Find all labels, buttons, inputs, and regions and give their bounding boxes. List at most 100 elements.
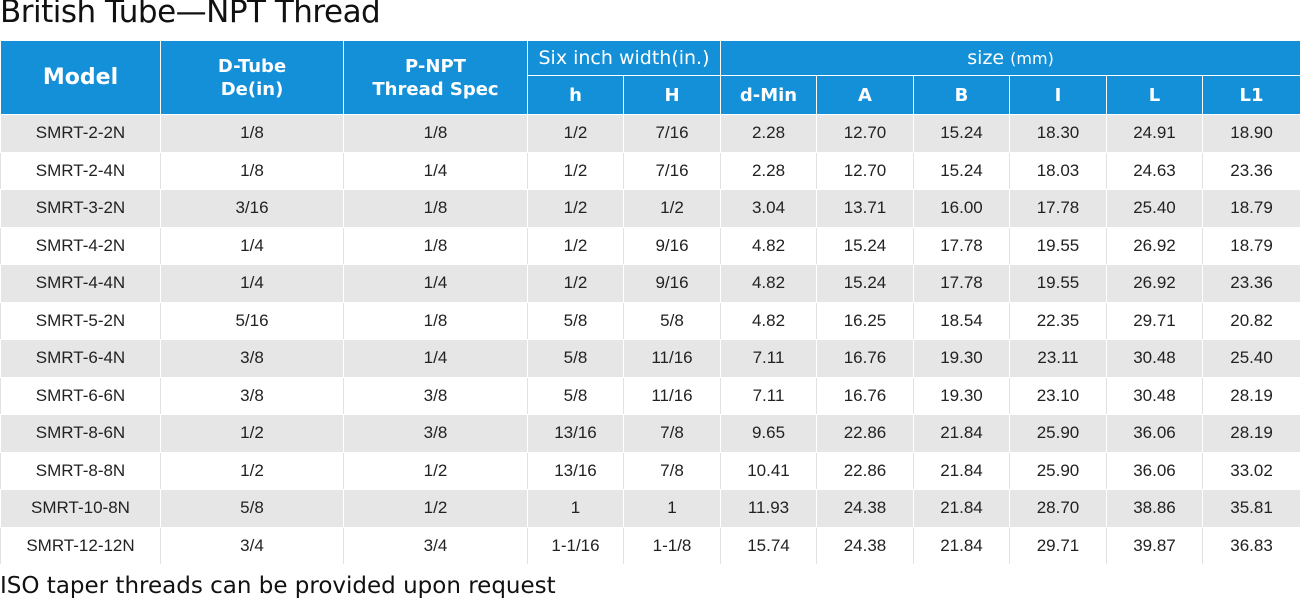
cell-a: 22.86 xyxy=(816,414,914,453)
cell-i: 25.90 xyxy=(1009,414,1107,453)
header-d-tube-line2: De(in) xyxy=(220,78,284,100)
cell-d-tube: 3/8 xyxy=(160,339,344,378)
cell-b: 18.54 xyxy=(913,301,1010,340)
table-row: SMRT-4-2N 1/4 1/8 1/2 9/16 4.82 15.24 17.78 19.5… xyxy=(0,226,1300,265)
cell-a: 12.70 xyxy=(816,114,914,153)
cell-a: 22.86 xyxy=(816,451,914,490)
header-d-tube-line1: D-Tube xyxy=(217,55,287,77)
cell-a: 16.76 xyxy=(816,339,914,378)
cell-d-min: 4.82 xyxy=(720,301,817,340)
cell-d-tube: 1/4 xyxy=(160,226,344,265)
header-p-npt-line1: P-NPT xyxy=(405,55,466,77)
cell-i: 29.71 xyxy=(1009,526,1107,565)
cell-d-min: 4.82 xyxy=(720,226,817,265)
cell-h-large: 7/16 xyxy=(623,114,721,153)
header-p-npt: P-NPT Thread Spec xyxy=(343,40,528,115)
cell-l: 36.06 xyxy=(1106,451,1203,490)
cell-d-tube: 1/4 xyxy=(160,264,344,303)
cell-a: 24.38 xyxy=(816,489,914,528)
cell-p-npt: 1/2 xyxy=(343,489,528,528)
cell-i: 19.55 xyxy=(1009,264,1107,303)
cell-l1: 36.83 xyxy=(1201,526,1300,565)
table-row: SMRT-4-4N 1/4 1/4 1/2 9/16 4.82 15.24 17.78 19.5… xyxy=(0,264,1300,303)
cell-l1: 28.19 xyxy=(1201,376,1300,415)
cell-p-npt: 1/8 xyxy=(343,114,528,153)
cell-d-min: 2.28 xyxy=(720,114,817,153)
header-size: size (mm) xyxy=(719,40,1300,76)
table-row: SMRT-10-8N 5/8 1/2 1 1 11.93 24.38 21.84 28.70 38… xyxy=(0,489,1300,528)
cell-model: SMRT-8-6N xyxy=(0,414,161,453)
cell-l1: 35.81 xyxy=(1201,489,1300,528)
header-col-h-large: H xyxy=(623,75,721,115)
cell-d-min: 7.11 xyxy=(720,339,817,378)
table-row: SMRT-8-8N 1/2 1/2 13/16 7/8 10.41 22.86 21.84 25… xyxy=(0,451,1300,490)
cell-l1: 23.36 xyxy=(1201,151,1300,190)
header-size-label: size xyxy=(967,47,1005,69)
table-body: SMRT-2-2N 1/8 1/8 1/2 7/16 2.28 12.70 15.24 18.3… xyxy=(0,114,1300,565)
cell-model: SMRT-4-2N xyxy=(0,226,161,265)
cell-l: 24.91 xyxy=(1106,114,1203,153)
table-row: SMRT-2-2N 1/8 1/8 1/2 7/16 2.28 12.70 15.24 18.3… xyxy=(0,114,1300,153)
cell-l: 36.06 xyxy=(1106,414,1203,453)
cell-a: 16.76 xyxy=(816,376,914,415)
cell-l: 38.86 xyxy=(1106,489,1203,528)
cell-d-tube: 1/2 xyxy=(160,414,344,453)
header-col-a: A xyxy=(816,75,914,115)
cell-model: SMRT-5-2N xyxy=(0,301,161,340)
cell-l: 24.63 xyxy=(1106,151,1203,190)
table-row: SMRT-2-4N 1/8 1/4 1/2 7/16 2.28 12.70 15.24 18.0… xyxy=(0,151,1300,190)
cell-b: 15.24 xyxy=(913,114,1010,153)
cell-h-small: 5/8 xyxy=(527,339,624,378)
header-col-i: I xyxy=(1009,75,1107,115)
header-col-b: B xyxy=(913,75,1010,115)
cell-d-tube: 1/8 xyxy=(160,114,344,153)
cell-l: 30.48 xyxy=(1106,339,1203,378)
cell-d-min: 2.28 xyxy=(720,151,817,190)
cell-h-large: 5/8 xyxy=(623,301,721,340)
cell-l: 26.92 xyxy=(1106,226,1203,265)
cell-h-large: 1 xyxy=(623,489,721,528)
cell-h-large: 7/8 xyxy=(623,414,721,453)
cell-i: 25.90 xyxy=(1009,451,1107,490)
cell-p-npt: 1/4 xyxy=(343,339,528,378)
header-col-l1: L1 xyxy=(1201,75,1300,115)
cell-a: 24.38 xyxy=(816,526,914,565)
header-col-l: L xyxy=(1106,75,1203,115)
cell-model: SMRT-6-4N xyxy=(0,339,161,378)
cell-i: 19.55 xyxy=(1009,226,1107,265)
cell-b: 15.24 xyxy=(913,151,1010,190)
cell-p-npt: 1/4 xyxy=(343,151,528,190)
cell-model: SMRT-12-12N xyxy=(0,526,161,565)
cell-model: SMRT-10-8N xyxy=(0,489,161,528)
cell-d-min: 3.04 xyxy=(720,189,817,228)
cell-l1: 18.79 xyxy=(1201,226,1300,265)
cell-h-large: 7/8 xyxy=(623,451,721,490)
cell-h-small: 1/2 xyxy=(527,264,624,303)
cell-a: 13.71 xyxy=(816,189,914,228)
cell-p-npt: 1/8 xyxy=(343,226,528,265)
cell-d-min: 7.11 xyxy=(720,376,817,415)
cell-d-tube: 1/8 xyxy=(160,151,344,190)
cell-l1: 33.02 xyxy=(1201,451,1300,490)
cell-d-tube: 3/8 xyxy=(160,376,344,415)
cell-a: 12.70 xyxy=(816,151,914,190)
cell-p-npt: 3/4 xyxy=(343,526,528,565)
cell-i: 17.78 xyxy=(1009,189,1107,228)
cell-model: SMRT-2-2N xyxy=(0,114,161,153)
cell-b: 21.84 xyxy=(913,414,1010,453)
cell-b: 16.00 xyxy=(913,189,1010,228)
cell-b: 17.78 xyxy=(913,226,1010,265)
header-six-inch-width: Six inch width(in.) xyxy=(527,40,721,76)
cell-i: 22.35 xyxy=(1009,301,1107,340)
footnote: ISO taper threads can be provided upon r… xyxy=(0,573,556,599)
table-row: SMRT-12-12N 3/4 3/4 1-1/16 1-1/8 15.74 24.38 21… xyxy=(0,526,1300,565)
cell-h-small: 1 xyxy=(527,489,624,528)
cell-p-npt: 1/8 xyxy=(343,189,528,228)
cell-d-min: 10.41 xyxy=(720,451,817,490)
cell-h-large: 11/16 xyxy=(623,376,721,415)
cell-l: 29.71 xyxy=(1106,301,1203,340)
cell-model: SMRT-6-6N xyxy=(0,376,161,415)
cell-d-min: 4.82 xyxy=(720,264,817,303)
cell-p-npt: 1/4 xyxy=(343,264,528,303)
cell-l1: 20.82 xyxy=(1201,301,1300,340)
